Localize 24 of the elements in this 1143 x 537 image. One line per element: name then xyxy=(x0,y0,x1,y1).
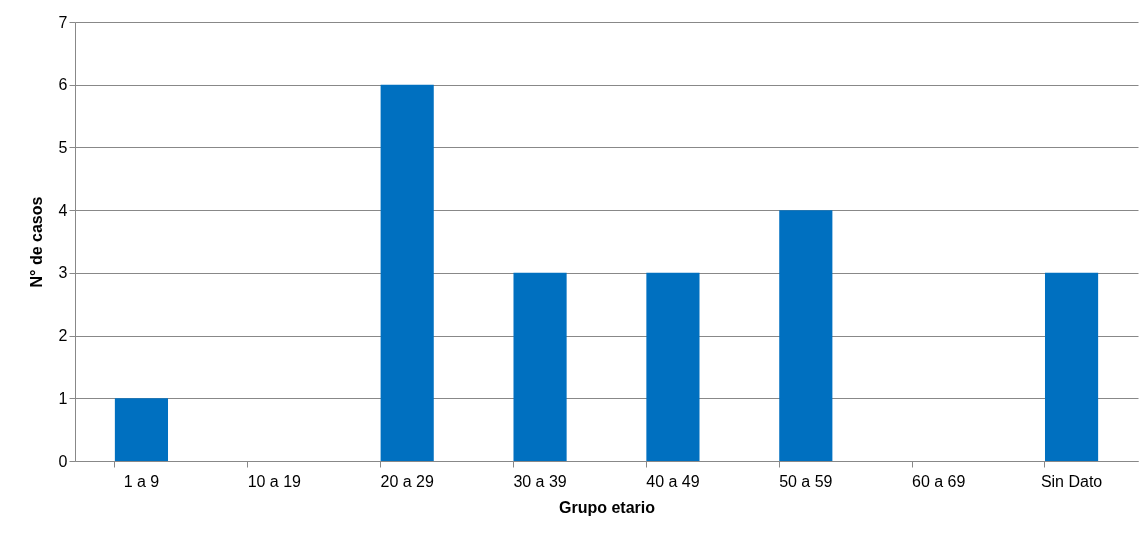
y-tick-label: 4 xyxy=(58,201,68,219)
x-axis-title: Grupo etario xyxy=(558,498,656,516)
bar xyxy=(779,210,833,461)
y-tick-label: 6 xyxy=(58,76,68,94)
y-tick-label: 7 xyxy=(58,13,68,31)
bar xyxy=(114,398,169,461)
x-tick-label: 60 a 69 xyxy=(911,472,966,490)
x-tick-label: 30 a 39 xyxy=(513,472,567,490)
bar xyxy=(1044,272,1099,461)
y-tick-label: 2 xyxy=(58,327,68,345)
y-tick-label: 5 xyxy=(58,138,68,156)
x-tick-label: 20 a 29 xyxy=(380,472,434,490)
y-axis-title: N° de casos xyxy=(27,196,45,288)
y-tick-label: 3 xyxy=(58,264,68,282)
x-tick-label: 10 a 19 xyxy=(247,472,302,490)
bar xyxy=(646,272,700,461)
bar xyxy=(513,272,567,461)
x-tick-label: 40 a 49 xyxy=(646,472,700,490)
x-tick-label: 1 a 9 xyxy=(123,472,160,490)
y-tick-label: 0 xyxy=(58,452,68,470)
x-tick-label: 50 a 59 xyxy=(779,472,833,490)
x-tick-label: Sin Dato xyxy=(1040,472,1103,490)
bar xyxy=(380,84,434,461)
y-tick-label: 1 xyxy=(58,389,68,407)
